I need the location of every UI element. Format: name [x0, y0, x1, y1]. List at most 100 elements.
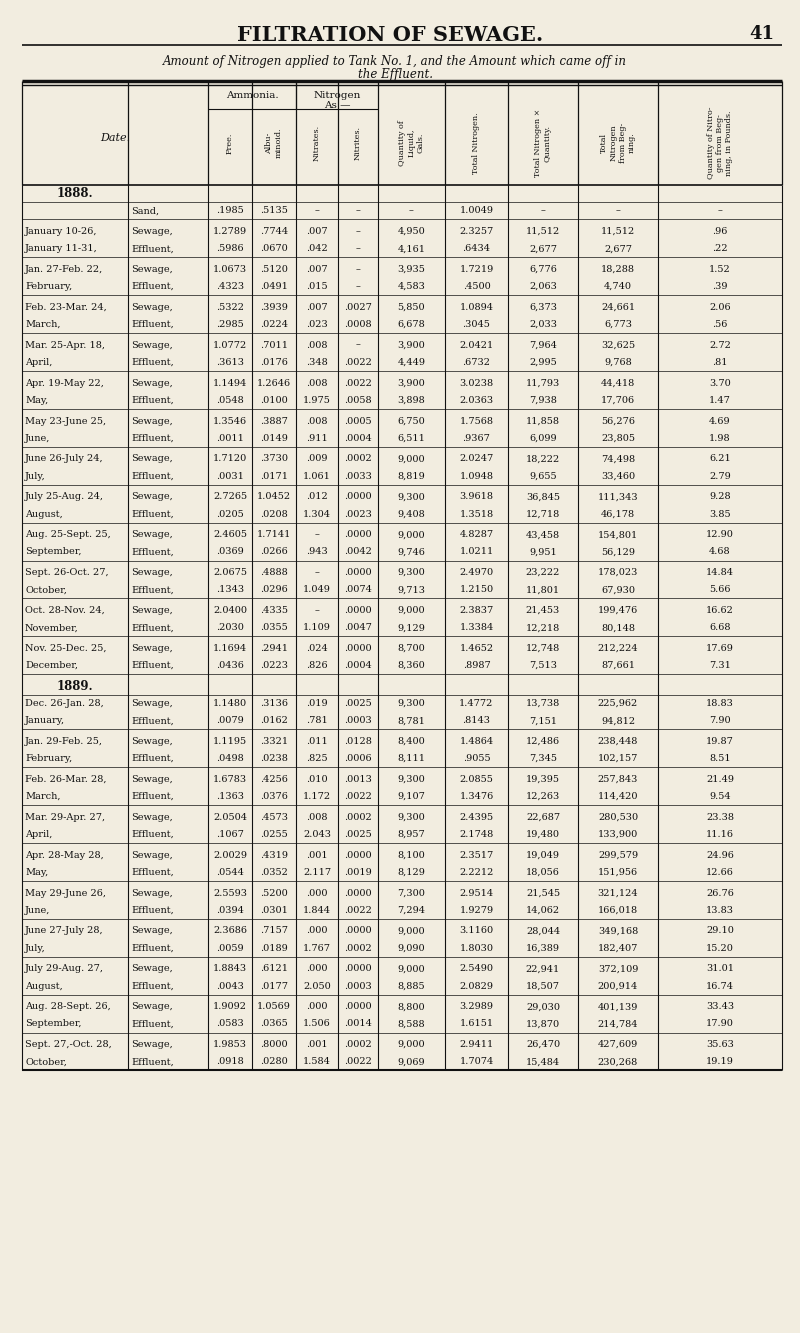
- Text: 6,099: 6,099: [529, 433, 557, 443]
- Text: Total Nitrogen ×
Quantity.: Total Nitrogen × Quantity.: [534, 109, 552, 177]
- Text: .0043: .0043: [216, 981, 244, 990]
- Text: .6732: .6732: [462, 357, 490, 367]
- Text: .007: .007: [306, 265, 328, 273]
- Text: .0394: .0394: [216, 905, 244, 914]
- Text: .5322: .5322: [216, 303, 244, 312]
- Text: Dec. 26-Jan. 28,: Dec. 26-Jan. 28,: [25, 698, 104, 708]
- Text: 18,056: 18,056: [526, 868, 560, 877]
- Text: .1363: .1363: [216, 792, 244, 801]
- Text: 24,661: 24,661: [601, 303, 635, 312]
- Text: .001: .001: [306, 850, 328, 860]
- Text: 111,343: 111,343: [598, 492, 638, 501]
- Text: 1889.: 1889.: [57, 680, 94, 693]
- Text: 2.5490: 2.5490: [459, 964, 494, 973]
- Text: Sewage,: Sewage,: [131, 964, 173, 973]
- Text: June,: June,: [25, 433, 50, 443]
- Text: 36,845: 36,845: [526, 492, 560, 501]
- Text: 18.83: 18.83: [706, 698, 734, 708]
- Text: 1.061: 1.061: [303, 472, 331, 481]
- Text: 1.0049: 1.0049: [459, 207, 494, 216]
- Text: 35.63: 35.63: [706, 1040, 734, 1049]
- Text: Effluent,: Effluent,: [131, 868, 174, 877]
- Text: 225,962: 225,962: [598, 698, 638, 708]
- Text: .4335: .4335: [260, 607, 288, 615]
- Text: 31.01: 31.01: [706, 964, 734, 973]
- Text: .0022: .0022: [344, 792, 372, 801]
- Text: –: –: [314, 531, 319, 540]
- Text: .010: .010: [306, 774, 328, 784]
- Text: July 25-Aug. 24,: July 25-Aug. 24,: [25, 492, 104, 501]
- Text: 19,395: 19,395: [526, 774, 560, 784]
- Text: .0670: .0670: [260, 244, 288, 253]
- Text: 133,900: 133,900: [598, 830, 638, 838]
- Text: .0025: .0025: [344, 698, 372, 708]
- Text: 56,129: 56,129: [601, 548, 635, 556]
- Text: 15,484: 15,484: [526, 1057, 560, 1066]
- Text: .0177: .0177: [260, 981, 288, 990]
- Text: Effluent,: Effluent,: [131, 944, 174, 953]
- Text: .4500: .4500: [462, 283, 490, 291]
- Text: .781: .781: [306, 716, 328, 725]
- Text: 4,950: 4,950: [398, 227, 426, 236]
- Text: 12,218: 12,218: [526, 624, 560, 632]
- Text: 9,300: 9,300: [398, 813, 426, 821]
- Text: .0000: .0000: [344, 964, 372, 973]
- Text: 1.584: 1.584: [303, 1057, 331, 1066]
- Text: 19,480: 19,480: [526, 830, 560, 838]
- Text: September,: September,: [25, 1020, 82, 1028]
- Text: Total
Nitrogen
from Beg-
ning.: Total Nitrogen from Beg- ning.: [600, 123, 636, 163]
- Text: 1.6151: 1.6151: [459, 1020, 494, 1028]
- Text: May 29-June 26,: May 29-June 26,: [25, 889, 106, 897]
- Text: July 29-Aug. 27,: July 29-Aug. 27,: [25, 964, 104, 973]
- Text: Effluent,: Effluent,: [131, 320, 174, 329]
- Text: 33,460: 33,460: [601, 472, 635, 481]
- Text: 2,063: 2,063: [529, 283, 557, 291]
- Text: 6,750: 6,750: [398, 416, 426, 425]
- Text: .0014: .0014: [344, 1020, 372, 1028]
- Text: .6434: .6434: [462, 244, 490, 253]
- Text: 9,300: 9,300: [398, 568, 426, 577]
- Text: .9367: .9367: [462, 433, 490, 443]
- Text: 2.3517: 2.3517: [459, 850, 494, 860]
- Text: August,: August,: [25, 981, 62, 990]
- Text: .0238: .0238: [260, 754, 288, 762]
- Text: .0000: .0000: [344, 889, 372, 897]
- Text: 17.90: 17.90: [706, 1020, 734, 1028]
- Text: .943: .943: [306, 548, 328, 556]
- Text: Effluent,: Effluent,: [131, 981, 174, 990]
- Text: 3,900: 3,900: [398, 379, 426, 388]
- Text: 12,748: 12,748: [526, 644, 560, 653]
- Text: Aug. 28-Sept. 26,: Aug. 28-Sept. 26,: [25, 1002, 110, 1012]
- Text: 11.16: 11.16: [706, 830, 734, 838]
- Text: .0074: .0074: [344, 585, 372, 595]
- Text: Effluent,: Effluent,: [131, 1020, 174, 1028]
- Text: 23,222: 23,222: [526, 568, 560, 577]
- Text: 16,389: 16,389: [526, 944, 560, 953]
- Text: Nitrogen
As —: Nitrogen As —: [314, 91, 361, 111]
- Text: –: –: [314, 568, 319, 577]
- Text: Effluent,: Effluent,: [131, 624, 174, 632]
- Text: .023: .023: [306, 320, 328, 329]
- Text: .5120: .5120: [260, 265, 288, 273]
- Text: 280,530: 280,530: [598, 813, 638, 821]
- Text: .000: .000: [306, 1002, 328, 1012]
- Text: 26.76: 26.76: [706, 889, 734, 897]
- Text: Sewage,: Sewage,: [131, 607, 173, 615]
- Text: .0002: .0002: [344, 1040, 372, 1049]
- Text: Sewage,: Sewage,: [131, 774, 173, 784]
- Text: 7,345: 7,345: [529, 754, 557, 762]
- Text: 7.90: 7.90: [709, 716, 731, 725]
- Text: .5135: .5135: [260, 207, 288, 216]
- Text: 9,129: 9,129: [398, 624, 426, 632]
- Text: 2.0247: 2.0247: [459, 455, 494, 464]
- Text: Nitrates.: Nitrates.: [313, 125, 321, 161]
- Text: Sewage,: Sewage,: [131, 303, 173, 312]
- Text: Effluent,: Effluent,: [131, 830, 174, 838]
- Text: Apr. 28-May 28,: Apr. 28-May 28,: [25, 850, 104, 860]
- Text: .22: .22: [712, 244, 728, 253]
- Text: .042: .042: [306, 244, 328, 253]
- Text: May,: May,: [25, 868, 48, 877]
- Text: 2.4970: 2.4970: [459, 568, 494, 577]
- Text: .2030: .2030: [216, 624, 244, 632]
- Text: .3613: .3613: [216, 357, 244, 367]
